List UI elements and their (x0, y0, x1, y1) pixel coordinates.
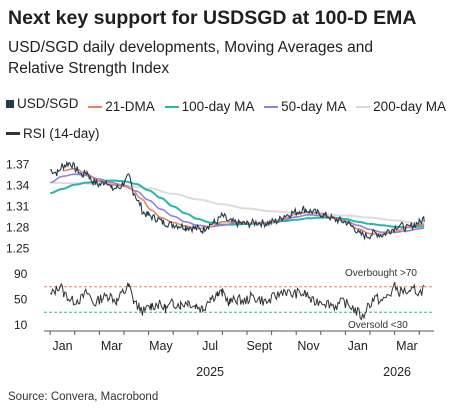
legend-label-200dma: 200-day MA (373, 98, 446, 114)
legend-item-rsi: RSI (14-day) (6, 122, 100, 146)
series-100dma-line (50, 179, 425, 229)
legend-swatch-200dma (356, 105, 371, 108)
legend-swatch-usdsgd (6, 100, 14, 108)
legend-item-200dma: 200-day MA (356, 95, 446, 119)
legend-label-rsi: RSI (14-day) (23, 125, 100, 141)
price-ytick-label: 1.25 (6, 241, 30, 255)
series-50dma-line (50, 173, 425, 234)
legend-swatch-100dma (164, 105, 179, 108)
legend-label-21dma: 21-DMA (105, 98, 155, 114)
legend: USD/SGD 21-DMA 100-day MA 50-day MA 200-… (6, 92, 452, 146)
legend-item-100dma: 100-day MA (164, 95, 255, 119)
overbought-label: Overbought >70 (345, 268, 417, 279)
x-tick-label: Jul (202, 339, 218, 353)
series-200dma-line (50, 181, 425, 225)
legend-label-50dma: 50-day MA (281, 98, 347, 114)
legend-swatch-rsi (6, 132, 20, 135)
rsi-ytick-label: 90 (14, 267, 28, 281)
oversold-label: Oversold <30 (348, 320, 408, 331)
x-year-label: 2025 (196, 365, 224, 379)
x-tick-label: Mar (101, 339, 123, 353)
rsi-ytick-label: 50 (14, 293, 28, 307)
x-tick-label: Nov (297, 339, 320, 353)
legend-label-usdsgd: USD/SGD (17, 96, 79, 111)
series-usdsgd-line (50, 160, 425, 241)
price-ytick-label: 1.34 (6, 178, 30, 192)
chart-title: Next key support for USDSGD at 100-D EMA (8, 7, 417, 29)
x-tick-label: Jan (52, 339, 72, 353)
rsi-ytick-label: 10 (14, 318, 28, 332)
x-tick-label: Mar (396, 339, 418, 353)
source-note: Source: Convera, Macrobond (8, 391, 159, 403)
series-rsi-line (49, 281, 425, 321)
legend-label-100dma: 100-day MA (181, 98, 255, 114)
price-ytick-label: 1.31 (6, 199, 30, 213)
x-tick-label: Sept (246, 339, 272, 353)
legend-swatch-50dma (264, 105, 279, 108)
legend-item-50dma: 50-day MA (264, 95, 346, 119)
x-tick-label: Jan (348, 339, 368, 353)
price-ytick-label: 1.37 (6, 157, 30, 171)
legend-item-21dma: 21-DMA (88, 95, 155, 119)
legend-swatch-21dma (88, 105, 103, 108)
series-21dma-line (62, 167, 425, 236)
x-tick-label: May (149, 339, 173, 353)
price-ytick-label: 1.28 (6, 220, 30, 234)
chart-subtitle: USD/SGD daily developments, Moving Avera… (8, 39, 374, 77)
legend-item-usdsgd: USD/SGD (6, 92, 79, 116)
x-year-label: 2026 (383, 365, 411, 379)
